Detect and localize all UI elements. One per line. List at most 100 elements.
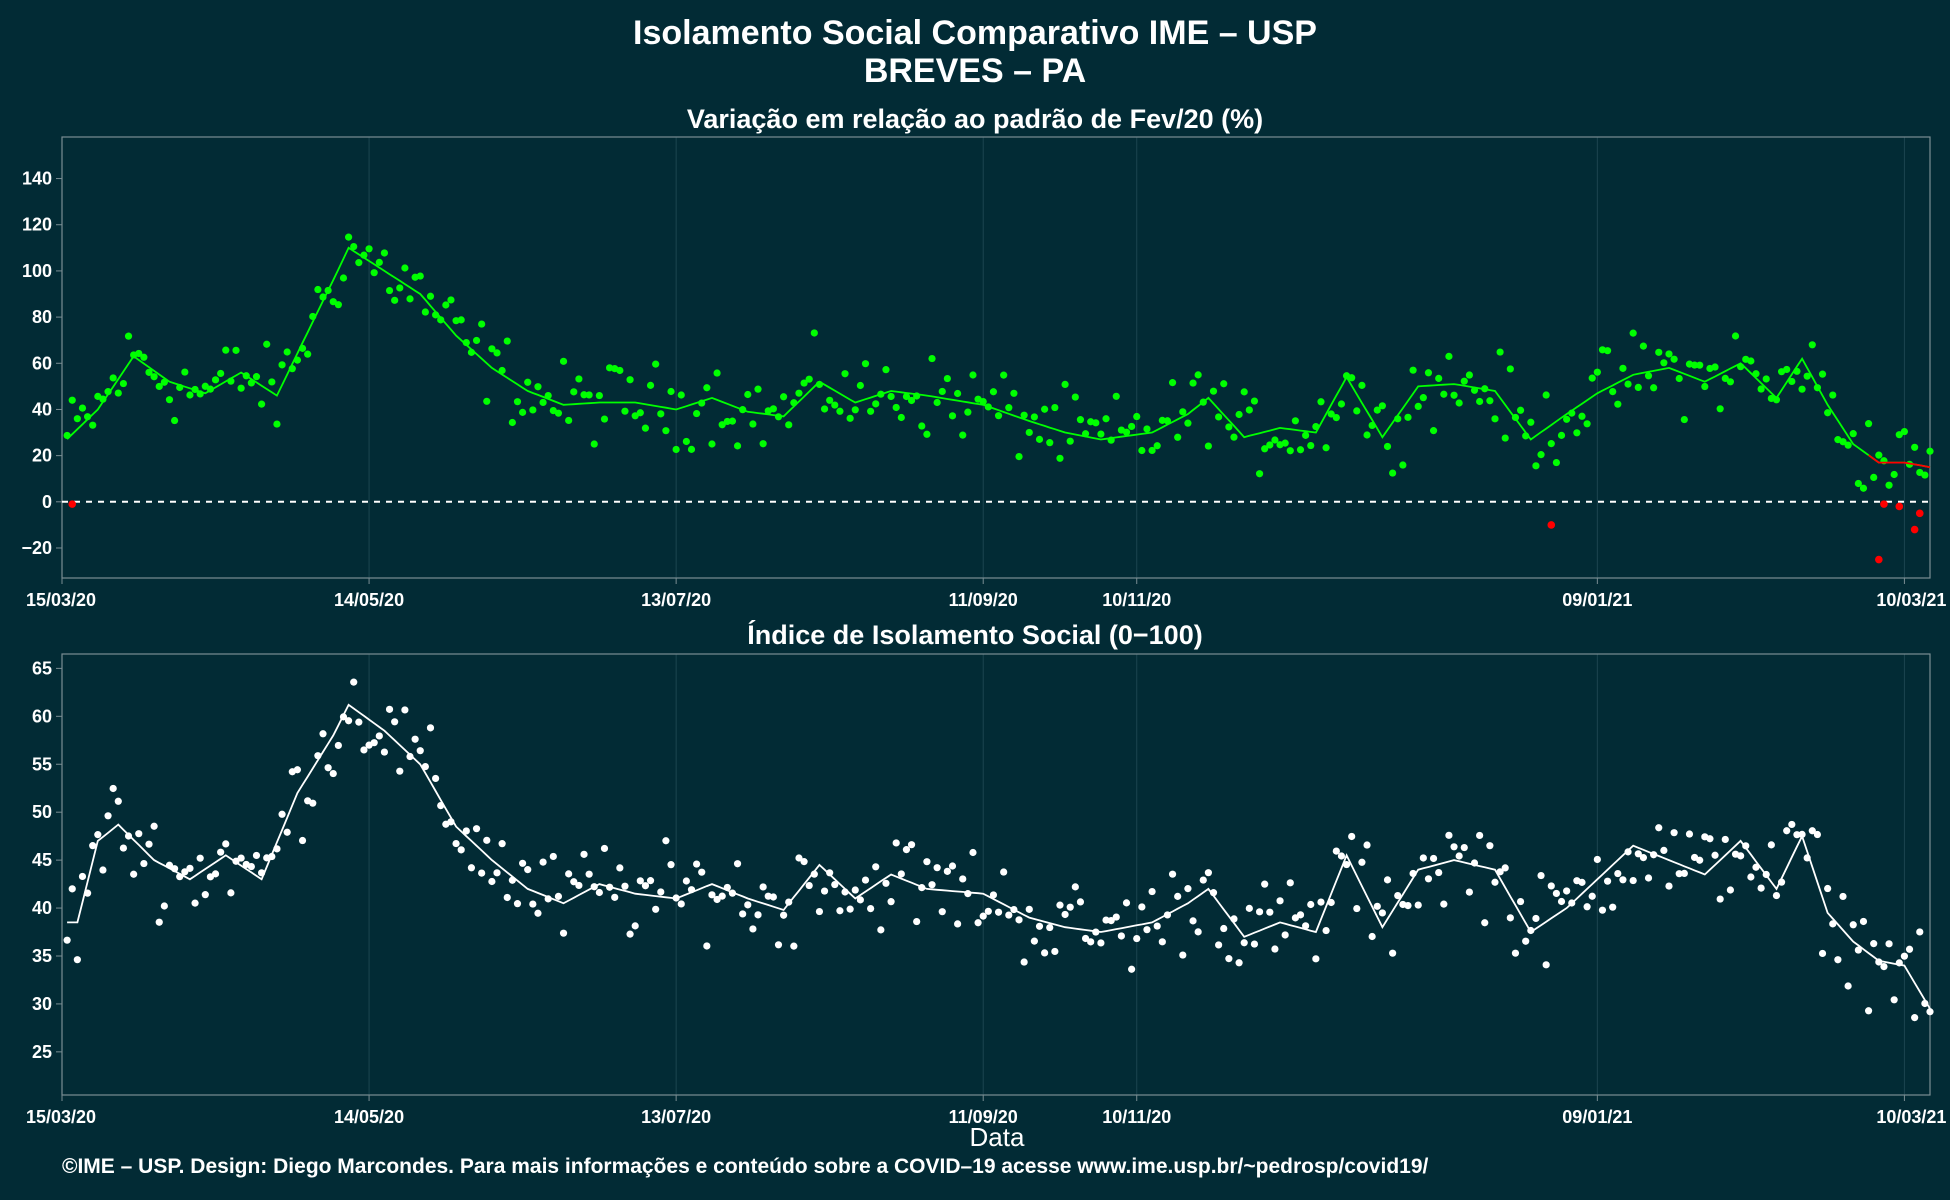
data-point-variation <box>575 375 583 383</box>
data-point-variation <box>1378 402 1386 410</box>
data-point-index <box>1076 898 1085 906</box>
data-point-variation <box>1035 435 1044 443</box>
data-point-variation <box>1455 399 1463 407</box>
data-point-index <box>1112 913 1120 921</box>
data-point-variation <box>933 398 941 407</box>
data-point-variation <box>1870 473 1878 482</box>
data-point-variation <box>713 369 721 377</box>
data-point-index <box>820 887 829 895</box>
data-point-variation <box>350 242 358 251</box>
data-point-index <box>360 746 368 754</box>
data-point-index <box>1368 932 1376 941</box>
data-point-index <box>805 881 813 890</box>
data-point-index <box>1276 897 1284 905</box>
data-point-index <box>611 893 619 901</box>
data-point-variation <box>406 295 414 303</box>
data-point-variation <box>1731 332 1740 340</box>
data-point-index <box>488 877 496 886</box>
data-point-index <box>851 886 859 894</box>
data-point-index <box>780 911 788 919</box>
data-point-variation <box>1230 433 1238 441</box>
data-point-variation <box>861 360 870 368</box>
data-point-index <box>913 917 921 926</box>
x-tick-label: 15/03/20 <box>26 590 96 610</box>
data-point-variation <box>1532 462 1540 470</box>
data-point-index <box>1337 852 1346 860</box>
data-point-index <box>237 854 245 862</box>
data-point-variation <box>1476 397 1484 406</box>
data-point-index <box>769 893 777 901</box>
data-point-variation <box>170 416 179 425</box>
data-point-negative <box>1915 509 1924 518</box>
data-point-variation <box>1020 411 1028 419</box>
data-point-variation <box>1255 470 1264 478</box>
data-point-index <box>1035 922 1044 930</box>
data-point-variation <box>887 392 895 401</box>
data-point-variation <box>493 349 501 357</box>
data-point-variation <box>1788 377 1796 386</box>
data-point-index <box>1373 902 1381 910</box>
data-point-variation <box>1609 388 1617 396</box>
data-point-variation <box>892 403 900 412</box>
data-point-index <box>114 797 122 805</box>
data-point-index <box>1041 949 1049 957</box>
data-point-index <box>380 748 389 756</box>
data-point-variation <box>519 408 527 416</box>
data-point-variation <box>1409 366 1417 374</box>
data-point-index <box>1752 863 1760 871</box>
data-point-variation <box>304 350 312 358</box>
data-point-variation <box>1429 427 1438 435</box>
data-point-index <box>744 901 752 909</box>
data-point-variation <box>1071 393 1079 401</box>
data-point-index <box>1757 884 1765 892</box>
data-point-index <box>969 848 977 857</box>
data-point-index <box>119 844 128 852</box>
data-point-index <box>713 895 721 904</box>
data-point-index <box>1603 877 1612 885</box>
data-point-variation <box>1419 394 1427 402</box>
data-point-index <box>1665 882 1673 890</box>
data-point-index <box>1184 885 1192 893</box>
data-point-variation <box>437 316 445 324</box>
data-point-index <box>1670 829 1678 837</box>
data-point-index <box>902 846 911 854</box>
data-point-variation <box>1133 412 1141 421</box>
data-point-variation <box>795 389 803 397</box>
data-point-index <box>1793 831 1801 839</box>
data-point-variation <box>150 373 158 381</box>
data-point-variation <box>657 410 665 418</box>
data-point-variation <box>969 371 977 379</box>
data-point-index <box>1020 958 1028 966</box>
data-point-index <box>498 840 506 848</box>
data-point-index <box>1685 830 1694 838</box>
data-point-index <box>181 868 189 876</box>
data-point-variation <box>1721 374 1729 382</box>
data-point-index <box>1046 923 1054 932</box>
data-point-index <box>1168 870 1177 878</box>
x-tick-label: 14/05/20 <box>334 590 404 610</box>
data-point-index <box>959 875 967 883</box>
data-point-variation <box>1163 417 1172 425</box>
data-point-index <box>483 836 491 844</box>
data-point-index <box>1363 841 1371 849</box>
data-point-index <box>887 898 895 906</box>
data-point-index <box>1271 945 1279 953</box>
data-point-variation <box>1501 434 1509 442</box>
data-point-variation <box>145 368 153 376</box>
data-point-variation <box>385 286 394 295</box>
data-point-index <box>411 735 419 743</box>
data-point-index <box>1266 908 1274 916</box>
data-point-variation <box>595 391 603 400</box>
data-point-variation <box>1450 391 1458 399</box>
data-point-variation <box>283 348 291 356</box>
data-point-variation <box>268 378 276 386</box>
data-point-variation <box>769 405 777 413</box>
data-point-index <box>1916 928 1924 936</box>
data-point-variation <box>1061 380 1069 389</box>
data-point-index <box>1245 904 1253 912</box>
data-point-index <box>145 840 153 848</box>
data-point-index <box>1900 952 1909 960</box>
data-point-index <box>1644 874 1653 882</box>
data-point-index <box>1383 876 1392 884</box>
data-point-index <box>1588 892 1596 900</box>
